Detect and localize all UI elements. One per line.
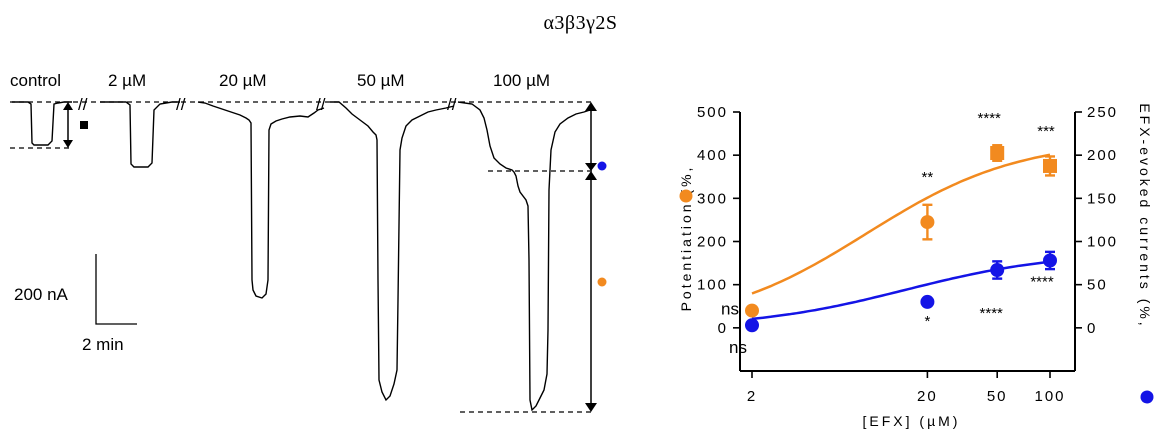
significance-label: ***: [1037, 123, 1055, 140]
trace-2uM: [100, 101, 180, 168]
right-axis-legend-marker: [1140, 390, 1154, 404]
left-tick-label: 500: [697, 104, 728, 121]
figure-title: α3β3γ2S: [543, 12, 618, 34]
data-point: [1043, 158, 1057, 173]
right-tick-label: 100: [1087, 234, 1118, 251]
break-mark: //: [447, 95, 457, 114]
x-axis-title: [EFX] (µM): [863, 413, 961, 429]
data-point: [745, 303, 759, 318]
trace-20uM: [197, 101, 325, 299]
right-tick-label: 200: [1087, 147, 1118, 164]
break-mark: //: [176, 95, 186, 114]
trace-label-20uM: 20 µM: [219, 71, 267, 90]
significance-label: ****: [980, 305, 1004, 322]
scale-bar-current-label: 200 nA: [14, 285, 69, 304]
blue-fit-curve: [751, 260, 1050, 321]
data-point: [745, 318, 759, 333]
right-tick-label: 150: [1087, 190, 1118, 207]
trace-control: [12, 101, 72, 146]
left-tick-label: 300: [697, 190, 728, 207]
trace-50uM: [330, 101, 455, 402]
x-tick-label: 2: [747, 388, 757, 405]
trace-100uM: [457, 101, 591, 412]
left-tick-label: 400: [697, 147, 728, 164]
trace-label-2uM: 2 µM: [108, 71, 146, 90]
data-point: [990, 262, 1005, 277]
left-axis-title: Potentiation (%,: [678, 165, 694, 312]
right-axis-title: EFX-evoked currents (%,: [1137, 103, 1153, 328]
break-mark: //: [316, 95, 326, 114]
scale-bar: 200 nA 2 min: [14, 254, 137, 354]
blue-dot-marker: [597, 161, 607, 171]
break-mark: //: [78, 95, 88, 114]
significance-label: ns: [721, 300, 739, 319]
significance-label: ns: [729, 338, 747, 357]
dose-response-chart: 0 100 200 300 400 500 0 50 100 150 200 250 2 20 50 100 […: [678, 103, 1154, 429]
significance-label: *: [924, 313, 930, 330]
right-tick-label: 0: [1087, 320, 1097, 337]
right-tick-label: 250: [1087, 104, 1118, 121]
right-tick-label: 50: [1087, 277, 1108, 294]
efx-evoked-arrow: [585, 102, 597, 171]
data-point: [920, 294, 935, 309]
trace-label-100uM: 100 µM: [493, 71, 550, 90]
orange-fit-curve: [751, 153, 1051, 295]
significance-label: ****: [1030, 273, 1054, 290]
current-traces-panel: control 2 µM 20 µM 50 µM 100 µM // // //…: [10, 71, 607, 413]
data-point: [1043, 253, 1057, 268]
x-tick-label: 50: [987, 388, 1008, 405]
left-axis-legend-marker: [679, 189, 693, 203]
data-point: [990, 146, 1005, 161]
orange-dot-marker: [597, 277, 607, 287]
left-tick-label: 100: [697, 277, 728, 294]
left-tick-label: 0: [718, 320, 728, 337]
x-tick-label: 100: [1034, 388, 1065, 405]
significance-label: **: [922, 169, 934, 186]
potentiation-arrow: [585, 171, 597, 412]
x-tick-label: 20: [917, 388, 938, 405]
data-point: [920, 215, 935, 230]
left-tick-label: 200: [697, 234, 728, 251]
trace-label-control: control: [10, 71, 61, 90]
scale-bar-time-label: 2 min: [82, 335, 124, 354]
square-marker: [80, 121, 88, 129]
trace-label-50uM: 50 µM: [357, 71, 405, 90]
significance-label: ****: [978, 110, 1002, 127]
control-amplitude-arrow: [63, 102, 73, 148]
